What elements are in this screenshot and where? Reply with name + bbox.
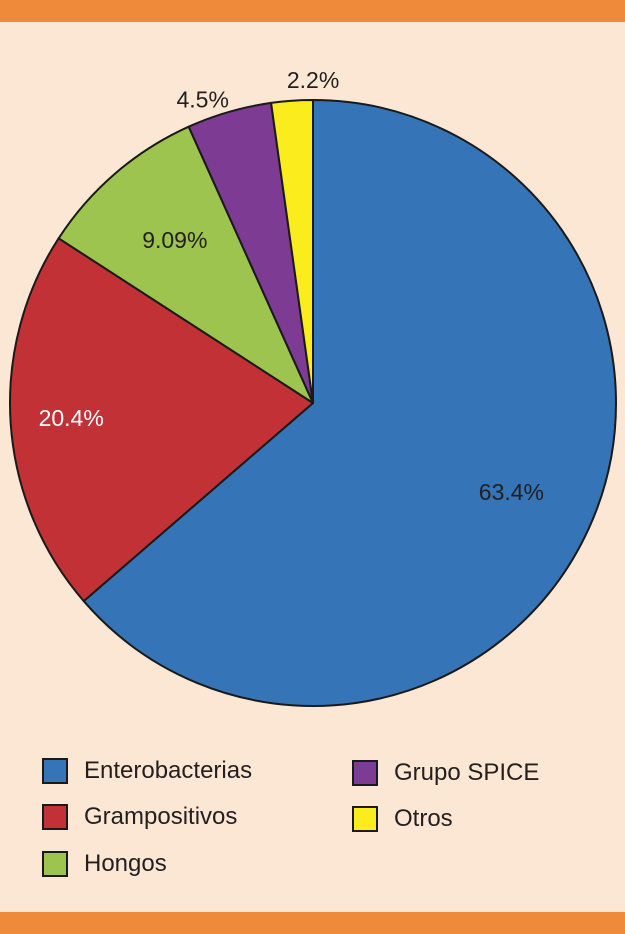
legend-label-hongos: Hongos [84, 850, 167, 877]
legend-swatch-enterobacterias [42, 758, 68, 784]
legend-swatch-hongos [42, 851, 68, 877]
legend-label-grupo-spice: Grupo SPICE [394, 759, 540, 786]
legend-label-otros: Otros [394, 805, 453, 832]
top-accent-bar [0, 0, 625, 22]
data-label-otros: 2.2% [287, 67, 339, 93]
legend-swatch-otros [352, 806, 378, 832]
pie-chart: 63.4% 20.4% 9.09% 4.5% 2.2% [9, 67, 617, 707]
pie-slice-grampositivos [9, 237, 314, 603]
data-label-hongos: 9.09% [142, 227, 207, 253]
pie-slice-hongos [57, 125, 314, 404]
pie-data-labels: 63.4% 20.4% 9.09% 4.5% 2.2% [39, 67, 544, 505]
pie-slice-otros [270, 98, 314, 404]
pie-slices [9, 98, 617, 707]
legend-label-enterobacterias: Enterobacterias [84, 757, 253, 784]
legend-item-hongos: Hongos [42, 849, 167, 879]
legend-label-grampositivos: Grampositivos [84, 803, 238, 830]
legend-item-otros: Otros [352, 804, 453, 834]
legend-item-enterobacterias: Enterobacterias [42, 756, 252, 786]
legend-item-grupo-spice: Grupo SPICE [352, 758, 539, 788]
legend-swatch-grupo-spice [352, 760, 378, 786]
data-label-enterobacterias: 63.4% [479, 479, 544, 505]
bottom-accent-bar [0, 912, 625, 934]
data-label-grampositivos: 20.4% [39, 405, 104, 431]
data-label-grupo-spice: 4.5% [176, 86, 228, 112]
legend-swatch-grampositivos [42, 804, 68, 830]
pie-slice-enterobacterias [82, 99, 617, 707]
legend-item-grampositivos: Grampositivos [42, 802, 237, 832]
